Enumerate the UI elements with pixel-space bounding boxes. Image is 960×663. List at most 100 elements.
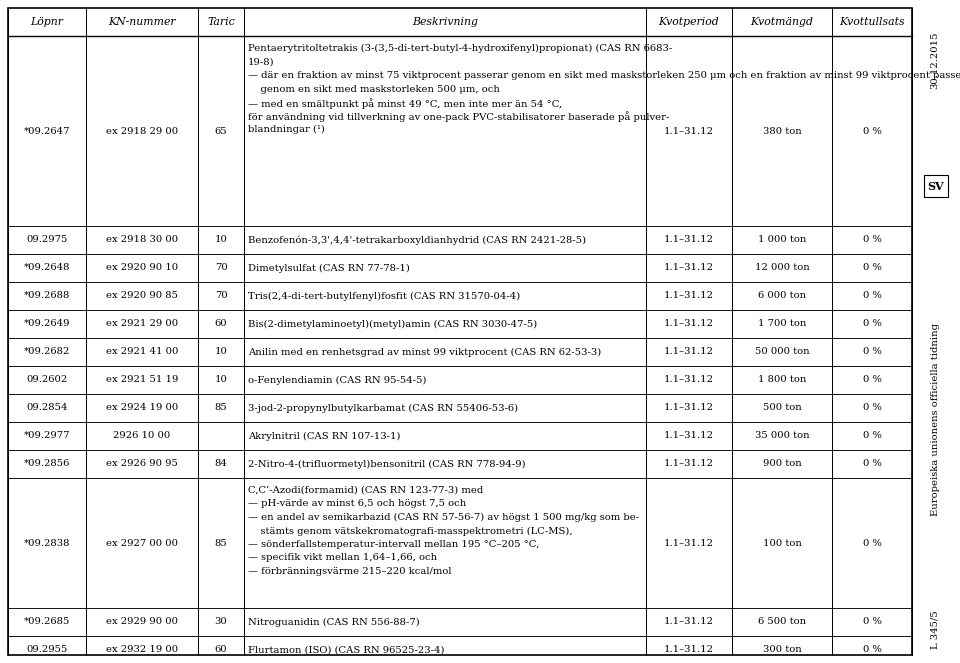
Text: 0 %: 0 % [863, 292, 881, 300]
Text: 10: 10 [215, 375, 228, 385]
Text: 900 ton: 900 ton [762, 459, 802, 469]
Text: — där en fraktion av minst 75 viktprocent passerar genom en sikt med maskstorlek: — där en fraktion av minst 75 viktprocen… [248, 71, 960, 80]
Text: Dimetylsulfat (CAS RN 77-78-1): Dimetylsulfat (CAS RN 77-78-1) [248, 263, 410, 272]
Text: ex 2921 29 00: ex 2921 29 00 [106, 320, 178, 328]
Text: *09.2649: *09.2649 [24, 320, 70, 328]
Text: *09.2688: *09.2688 [24, 292, 70, 300]
Text: ex 2920 90 85: ex 2920 90 85 [106, 292, 178, 300]
Text: 84: 84 [215, 459, 228, 469]
Text: 380 ton: 380 ton [762, 127, 802, 135]
Text: Kvottullsats: Kvottullsats [839, 17, 905, 27]
Text: 1.1–31.12: 1.1–31.12 [664, 538, 714, 548]
Text: 3-jod-2-propynylbutylkarbamat (CAS RN 55406-53-6): 3-jod-2-propynylbutylkarbamat (CAS RN 55… [248, 404, 518, 412]
Text: 300 ton: 300 ton [762, 646, 802, 654]
Text: 0 %: 0 % [863, 538, 881, 548]
Text: 30.12.2015: 30.12.2015 [930, 31, 940, 89]
Text: Kvotmängd: Kvotmängd [751, 17, 813, 27]
Text: 70: 70 [215, 292, 228, 300]
Text: 0 %: 0 % [863, 404, 881, 412]
Text: ex 2932 19 00: ex 2932 19 00 [106, 646, 178, 654]
Text: 500 ton: 500 ton [762, 404, 802, 412]
Text: 1 800 ton: 1 800 ton [757, 375, 806, 385]
Text: Kvotperiod: Kvotperiod [659, 17, 719, 27]
Text: Anilin med en renhetsgrad av minst 99 viktprocent (CAS RN 62-53-3): Anilin med en renhetsgrad av minst 99 vi… [248, 347, 601, 357]
Text: — med en smältpunkt på minst 49 °C, men inte mer än 54 °C,: — med en smältpunkt på minst 49 °C, men … [248, 98, 563, 109]
Text: 2-Nitro-4-(trifluormetyl)bensonitril (CAS RN 778-94-9): 2-Nitro-4-(trifluormetyl)bensonitril (CA… [248, 459, 526, 469]
Text: Flurtamon (ISO) (CAS RN 96525-23-4): Flurtamon (ISO) (CAS RN 96525-23-4) [248, 646, 444, 654]
Text: *09.2838: *09.2838 [24, 538, 70, 548]
Text: 0 %: 0 % [863, 375, 881, 385]
Text: 6 000 ton: 6 000 ton [758, 292, 806, 300]
Text: SV: SV [927, 180, 945, 192]
Text: 35 000 ton: 35 000 ton [755, 432, 809, 440]
Text: 09.2854: 09.2854 [26, 404, 68, 412]
Text: 60: 60 [215, 646, 228, 654]
Text: 09.2602: 09.2602 [26, 375, 67, 385]
Text: blandningar (¹): blandningar (¹) [248, 125, 324, 134]
Text: 1.1–31.12: 1.1–31.12 [664, 459, 714, 469]
Text: 85: 85 [215, 538, 228, 548]
Text: *09.2648: *09.2648 [24, 263, 70, 272]
Text: 1.1–31.12: 1.1–31.12 [664, 127, 714, 135]
Text: 09.2975: 09.2975 [26, 235, 68, 245]
Text: C,C’-Azodi(formamid) (CAS RN 123-77-3) med: C,C’-Azodi(formamid) (CAS RN 123-77-3) m… [248, 486, 483, 495]
Text: — en andel av semikarbazid (CAS RN 57-56-7) av högst 1 500 mg/kg som be-: — en andel av semikarbazid (CAS RN 57-56… [248, 513, 639, 522]
Text: stämts genom vätskekromatografi-masspektrometri (LC-MS),: stämts genom vätskekromatografi-masspekt… [248, 526, 572, 536]
Text: ex 2921 51 19: ex 2921 51 19 [106, 375, 179, 385]
Text: — sönderfallstemperatur-intervall mellan 195 °C–205 °C,: — sönderfallstemperatur-intervall mellan… [248, 540, 540, 549]
Text: 19-8): 19-8) [248, 58, 275, 66]
Text: L 345/5: L 345/5 [930, 611, 940, 649]
Text: 1 700 ton: 1 700 ton [757, 320, 806, 328]
Text: 70: 70 [215, 263, 228, 272]
Text: KN-nummer: KN-nummer [108, 17, 176, 27]
Text: *09.2977: *09.2977 [24, 432, 70, 440]
Text: 0 %: 0 % [863, 320, 881, 328]
Text: Beskrivning: Beskrivning [412, 17, 478, 27]
Text: 1.1–31.12: 1.1–31.12 [664, 263, 714, 272]
Text: 10: 10 [215, 347, 228, 357]
Text: *09.2682: *09.2682 [24, 347, 70, 357]
Text: — förbränningsvärme 215–220 kcal/mol: — förbränningsvärme 215–220 kcal/mol [248, 567, 451, 576]
Text: *09.2856: *09.2856 [24, 459, 70, 469]
Text: 60: 60 [215, 320, 228, 328]
Text: *09.2647: *09.2647 [24, 127, 70, 135]
Text: 1.1–31.12: 1.1–31.12 [664, 432, 714, 440]
Text: o-Fenylendiamin (CAS RN 95-54-5): o-Fenylendiamin (CAS RN 95-54-5) [248, 375, 426, 385]
Text: ex 2926 90 95: ex 2926 90 95 [106, 459, 178, 469]
Text: 10: 10 [215, 235, 228, 245]
Text: 65: 65 [215, 127, 228, 135]
Text: Benzofenón-3,3',4,4'-tetrakarboxyldianhydrid (CAS RN 2421-28-5): Benzofenón-3,3',4,4'-tetrakarboxyldianhy… [248, 235, 587, 245]
Text: 0 %: 0 % [863, 459, 881, 469]
Text: 0 %: 0 % [863, 432, 881, 440]
Text: 1.1–31.12: 1.1–31.12 [664, 375, 714, 385]
Text: 12 000 ton: 12 000 ton [755, 263, 809, 272]
Text: Taric: Taric [207, 17, 235, 27]
Text: 1 000 ton: 1 000 ton [757, 235, 806, 245]
Text: 50 000 ton: 50 000 ton [755, 347, 809, 357]
Text: Bis(2-dimetylaminoetyl)(metyl)amin (CAS RN 3030-47-5): Bis(2-dimetylaminoetyl)(metyl)amin (CAS … [248, 320, 538, 329]
Text: ex 2921 41 00: ex 2921 41 00 [106, 347, 179, 357]
Text: Pentaerytritoltetrakis (3-(3,5-di-tert-butyl-4-hydroxifenyl)propionat) (CAS RN 6: Pentaerytritoltetrakis (3-(3,5-di-tert-b… [248, 44, 672, 53]
Text: 1.1–31.12: 1.1–31.12 [664, 646, 714, 654]
Text: 100 ton: 100 ton [762, 538, 802, 548]
Text: 1.1–31.12: 1.1–31.12 [664, 320, 714, 328]
Text: 0 %: 0 % [863, 263, 881, 272]
Text: Löpnr: Löpnr [31, 17, 63, 27]
Text: 30: 30 [215, 617, 228, 627]
Text: 1.1–31.12: 1.1–31.12 [664, 292, 714, 300]
Text: Nitroguanidin (CAS RN 556-88-7): Nitroguanidin (CAS RN 556-88-7) [248, 617, 420, 627]
Bar [924, 175, 948, 197]
Text: 0 %: 0 % [863, 235, 881, 245]
Text: ex 2927 00 00: ex 2927 00 00 [106, 538, 178, 548]
Text: *09.2685: *09.2685 [24, 617, 70, 627]
Text: ex 2920 90 10: ex 2920 90 10 [106, 263, 178, 272]
Text: 1.1–31.12: 1.1–31.12 [664, 235, 714, 245]
Text: ex 2918 29 00: ex 2918 29 00 [106, 127, 178, 135]
Text: Tris(2,4-di-tert-butylfenyl)fosfit (CAS RN 31570-04-4): Tris(2,4-di-tert-butylfenyl)fosfit (CAS … [248, 292, 520, 300]
Text: 0 %: 0 % [863, 646, 881, 654]
Text: 0 %: 0 % [863, 127, 881, 135]
Text: genom en sikt med maskstorleken 500 μm, och: genom en sikt med maskstorleken 500 μm, … [248, 84, 500, 93]
Text: för användning vid tillverkning av one-pack PVC-stabilisatorer baserade på pulve: för användning vid tillverkning av one-p… [248, 111, 669, 122]
Text: — specifik vikt mellan 1,64–1,66, och: — specifik vikt mellan 1,64–1,66, och [248, 554, 437, 562]
Text: Akrylnitril (CAS RN 107-13-1): Akrylnitril (CAS RN 107-13-1) [248, 432, 400, 440]
